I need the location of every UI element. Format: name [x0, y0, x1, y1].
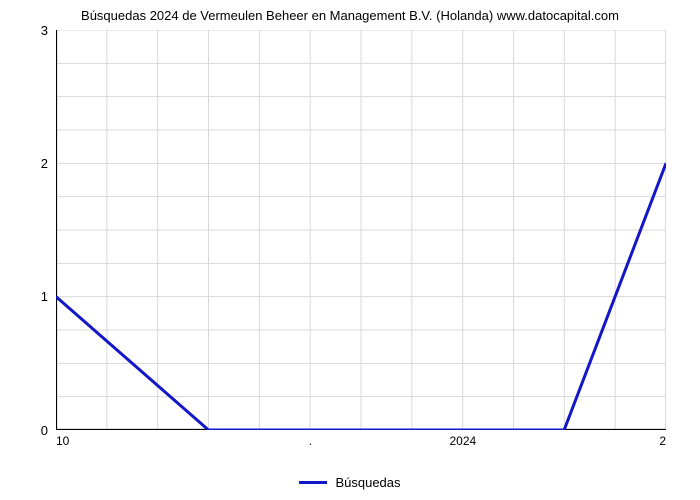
chart-svg — [56, 30, 666, 430]
x-tick-label: . — [309, 434, 312, 448]
x-tick-label: 10 — [56, 434, 69, 448]
y-tick-label: 1 — [41, 289, 48, 304]
legend-item: Búsquedas — [299, 475, 400, 490]
x-tick-label: 2 — [659, 434, 666, 448]
x-tick-label: 2024 — [450, 434, 477, 448]
y-tick-label: 0 — [41, 423, 48, 438]
y-tick-label: 2 — [41, 156, 48, 171]
chart-title: Búsquedas 2024 de Vermeulen Beheer en Ma… — [0, 8, 700, 23]
chart-legend: Búsquedas — [0, 472, 700, 490]
y-tick-label: 3 — [41, 23, 48, 38]
legend-label: Búsquedas — [335, 475, 400, 490]
legend-swatch — [299, 481, 327, 484]
